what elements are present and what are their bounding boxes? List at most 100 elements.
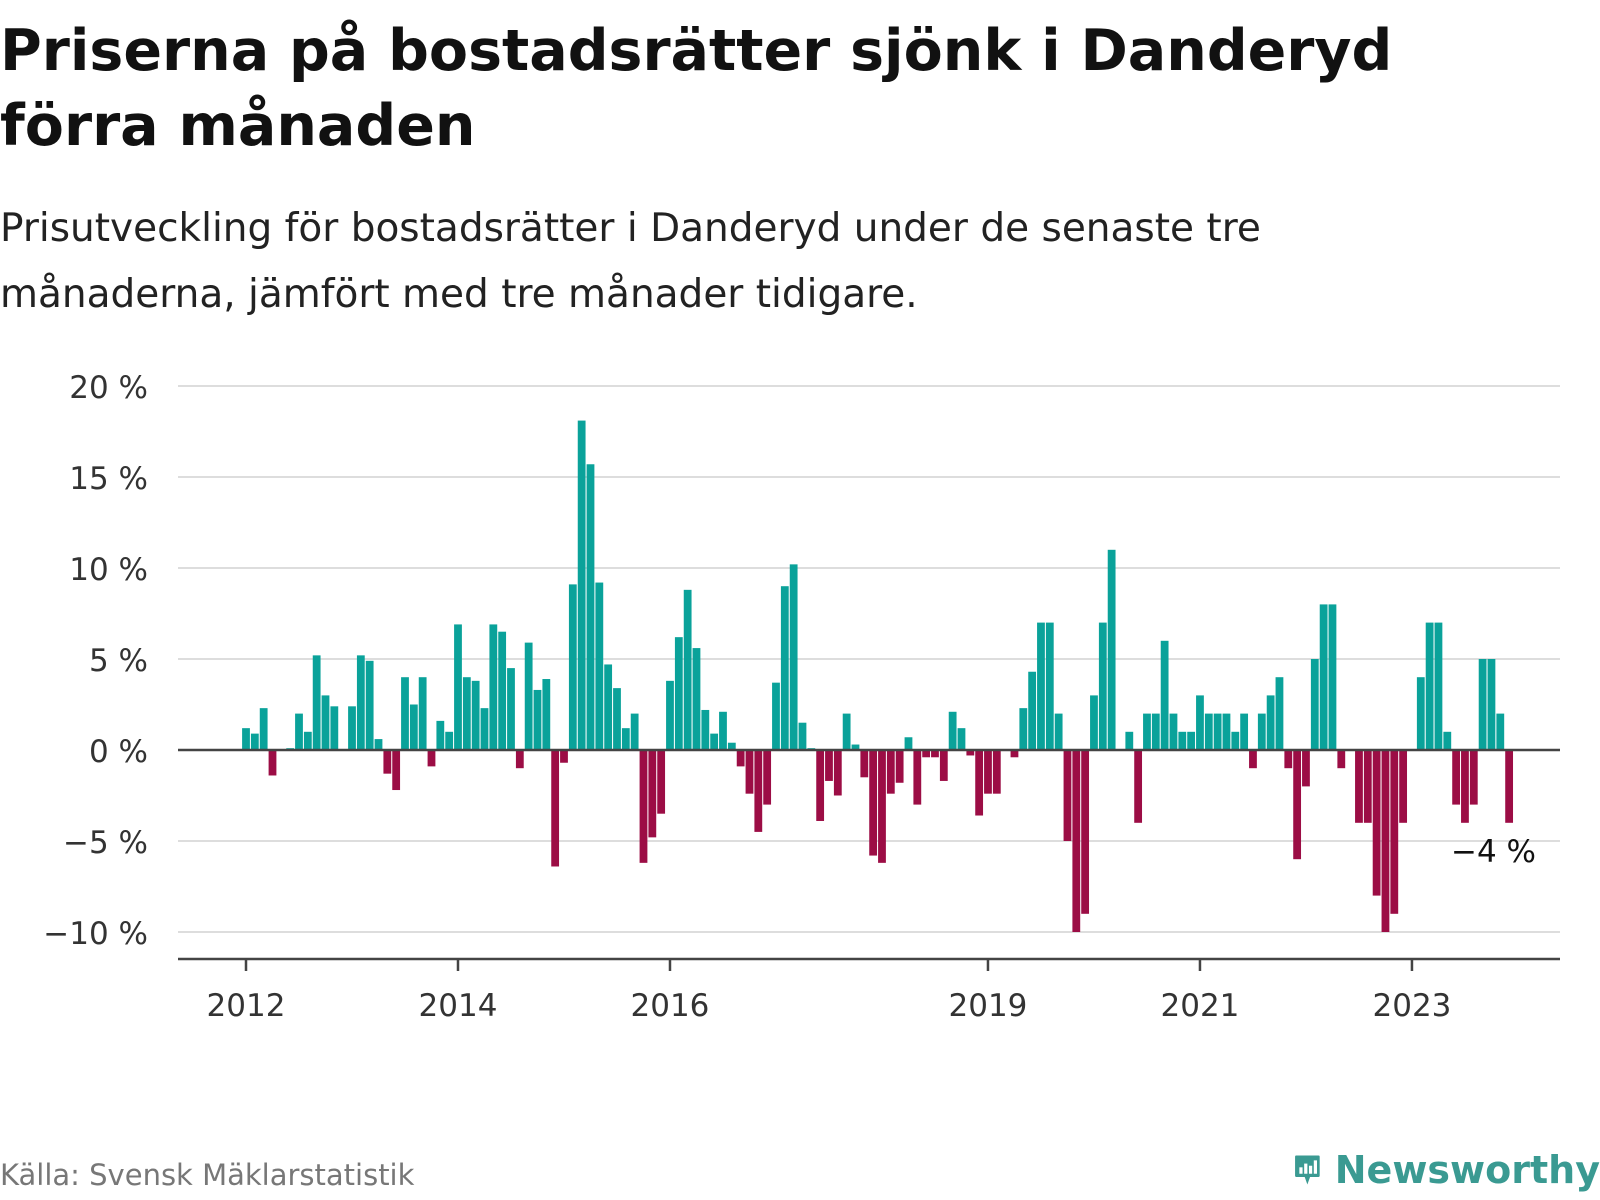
bar [401, 677, 409, 750]
bar [1019, 708, 1028, 750]
bar [895, 750, 904, 783]
x-axis-tick-labels: 2012 2014 2016 2019 2021 2023 [207, 959, 1452, 1024]
bar [666, 680, 674, 750]
y-tick-label: −10 % [43, 916, 148, 952]
bar [418, 677, 427, 750]
x-tick-label: 2014 [419, 988, 498, 1024]
bar [1478, 659, 1487, 750]
source-note: Källa: Svensk Mäklarstatistik [0, 1158, 415, 1192]
bar [657, 750, 666, 814]
bar [303, 731, 312, 750]
bar [1160, 640, 1169, 750]
annotations: −4 % [1451, 834, 1536, 870]
bar [427, 750, 436, 767]
bar [948, 711, 957, 750]
bar [692, 648, 701, 750]
bar [471, 680, 480, 750]
bar [701, 709, 710, 750]
bar [604, 664, 613, 750]
bar [356, 655, 365, 750]
bar [577, 420, 586, 750]
bar [321, 695, 330, 750]
bar [1381, 750, 1390, 932]
y-tick-label: 10 % [69, 552, 148, 588]
bar [489, 624, 498, 750]
bar [1187, 731, 1196, 750]
bar [312, 655, 321, 750]
bar [1240, 713, 1249, 750]
bar [763, 750, 772, 805]
bar [1310, 659, 1319, 750]
bar [1143, 713, 1151, 750]
brand-logo: Newsworthy [1294, 1140, 1600, 1200]
bar [498, 631, 507, 750]
bar [1496, 713, 1505, 750]
bar [1125, 731, 1134, 750]
bar [754, 750, 763, 832]
bar [860, 750, 869, 778]
bar [1390, 750, 1399, 914]
bar [1037, 622, 1045, 750]
bar [630, 713, 639, 750]
bar [462, 677, 471, 750]
bar [984, 750, 992, 794]
bar [1151, 713, 1160, 750]
bar [745, 750, 754, 794]
bar [1213, 713, 1222, 750]
bar [568, 584, 577, 750]
bar [674, 637, 683, 750]
bar [1063, 750, 1072, 841]
y-tick-label: 15 % [69, 461, 148, 497]
bar [1054, 713, 1063, 750]
bar [1302, 750, 1310, 787]
bar [1196, 695, 1204, 750]
bar [480, 708, 489, 750]
bar [1434, 622, 1443, 750]
bar [330, 706, 339, 750]
bar [966, 750, 975, 756]
bar [1178, 731, 1187, 750]
bar [1275, 677, 1284, 750]
bar [1081, 750, 1090, 914]
bar [1372, 750, 1381, 896]
bar [242, 728, 250, 750]
brand-name: Newsworthy [1334, 1148, 1600, 1192]
bar [454, 624, 462, 750]
bar [1204, 713, 1213, 750]
grid-lines [178, 385, 1560, 933]
bar [789, 564, 798, 750]
bar [524, 642, 533, 750]
x-tick-label: 2023 [1373, 988, 1452, 1024]
bar [1098, 622, 1107, 750]
bar [551, 750, 560, 867]
chart-title: Priserna på bostadsrätter sjönk i Dander… [0, 18, 1393, 159]
last-value-annotation: −4 % [1451, 834, 1536, 870]
bar [1028, 671, 1037, 750]
bar [1107, 549, 1116, 750]
bar [1337, 750, 1346, 769]
bar [639, 750, 648, 863]
bar [1249, 750, 1257, 769]
bar [842, 713, 851, 750]
bar [1231, 731, 1240, 750]
x-tick-label: 2012 [207, 988, 286, 1024]
bar [878, 750, 886, 863]
axes [178, 748, 1560, 961]
bars [242, 420, 1514, 932]
bar [869, 750, 878, 856]
bar [816, 750, 825, 821]
bar [992, 750, 1001, 794]
bar [1461, 750, 1469, 823]
bar [1090, 695, 1098, 750]
bar [719, 711, 727, 750]
bar [533, 689, 542, 750]
bar [586, 464, 595, 750]
x-tick-label: 2019 [949, 988, 1028, 1024]
bar [957, 728, 966, 750]
bar [851, 744, 860, 750]
bar [833, 750, 842, 796]
y-tick-label: 0 % [89, 734, 148, 770]
bar [374, 739, 383, 750]
bar [268, 750, 277, 776]
